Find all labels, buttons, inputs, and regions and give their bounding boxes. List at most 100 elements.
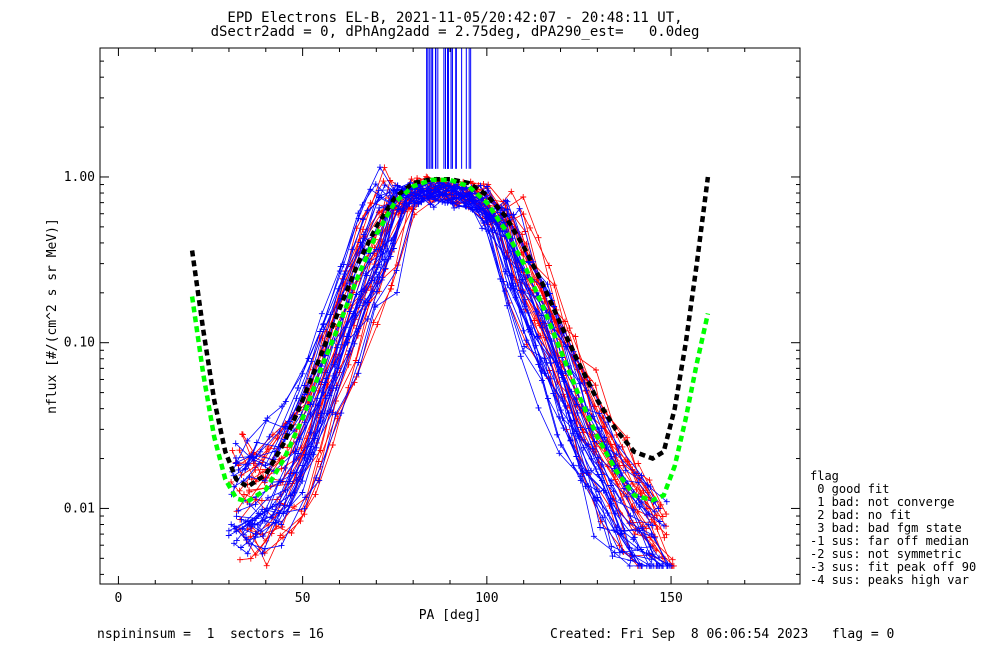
x-tick-label: 100 — [475, 591, 498, 606]
series-marker-blue — [502, 197, 509, 204]
y-tick-label: 1.00 — [64, 170, 95, 185]
series-marker-blue — [627, 512, 634, 519]
series-marker-blue — [232, 460, 239, 467]
series-marker-red — [639, 523, 646, 530]
series-marker-blue — [286, 418, 292, 425]
y-axis-ticks: 0.01 0.10 1.00 — [64, 47, 800, 575]
series-marker-blue — [554, 359, 561, 366]
series-marker-blue — [541, 355, 548, 362]
series-marker-red — [551, 282, 558, 289]
series-marker-red — [265, 522, 272, 528]
series-marker-blue — [262, 462, 269, 469]
series-marker-red — [329, 442, 336, 448]
series-line-blue — [238, 183, 659, 567]
series-line-blue — [251, 185, 670, 566]
series-marker-blue — [259, 550, 266, 557]
series-marker-blue — [516, 205, 523, 212]
series-marker-blue — [535, 404, 542, 411]
series-marker-blue — [594, 494, 601, 501]
series-marker-blue — [250, 457, 257, 464]
series-marker-blue — [233, 455, 239, 461]
series-marker-blue — [577, 424, 584, 431]
series-marker-blue — [598, 461, 605, 468]
series-marker-blue — [645, 521, 652, 528]
series-marker-blue — [442, 199, 449, 206]
series-marker-blue — [616, 549, 623, 556]
series-marker-blue — [355, 325, 362, 332]
series-marker-blue — [312, 432, 319, 439]
series-marker-red — [291, 503, 298, 510]
series-marker-blue — [663, 498, 670, 505]
series-marker-blue — [558, 374, 565, 381]
series-marker-blue — [456, 203, 462, 210]
legend-item: -1 sus: far off median — [810, 534, 969, 548]
series-marker-blue — [394, 183, 401, 190]
series-marker-blue — [296, 436, 303, 443]
legend-item: 3 bad: bad fgm state — [810, 521, 962, 535]
series-marker-blue — [307, 443, 314, 450]
series-marker-red — [508, 188, 515, 195]
series-line-blue — [236, 185, 664, 567]
series-line-blue — [234, 185, 651, 549]
series-marker-red — [604, 463, 611, 470]
x-axis-label: PA [deg] — [419, 608, 482, 623]
series-marker-blue — [313, 474, 320, 481]
series-line-blue — [234, 183, 660, 567]
series-marker-blue — [320, 326, 327, 333]
series-marker-blue — [525, 309, 532, 316]
series-marker-blue — [336, 268, 343, 275]
saturated-spike-lines — [426, 48, 472, 169]
series-marker-blue — [280, 510, 287, 517]
series-marker-red — [277, 532, 284, 539]
series-marker-blue — [233, 537, 240, 544]
series-marker-blue — [539, 319, 546, 326]
series-marker-blue — [435, 186, 442, 193]
series-marker-blue — [616, 443, 622, 450]
series-marker-blue — [264, 415, 271, 422]
series-marker-red — [274, 435, 281, 442]
series-marker-blue — [360, 235, 367, 242]
series-marker-blue — [330, 372, 337, 379]
chart-title-line1: EPD Electrons EL-B, 2021-11-05/20:42:07 … — [227, 10, 683, 26]
series-marker-blue — [638, 472, 645, 479]
series-marker-blue — [504, 198, 511, 205]
series-marker-blue — [375, 187, 382, 194]
series-marker-blue — [559, 415, 566, 422]
series-marker-blue — [299, 370, 306, 377]
series-marker-blue — [479, 225, 486, 232]
series-marker-red — [520, 211, 527, 218]
series-marker-blue — [518, 309, 525, 316]
series-marker-blue — [295, 385, 301, 391]
series-marker-blue — [419, 195, 426, 202]
series-marker-red — [535, 234, 542, 241]
series-marker-blue — [344, 339, 351, 346]
series-marker-blue — [282, 487, 289, 494]
series-marker-blue — [235, 507, 242, 514]
legend-item: 2 bad: no fit — [810, 508, 912, 522]
series-marker-red — [387, 286, 394, 292]
series-marker-blue — [632, 470, 639, 477]
series-marker-blue — [430, 204, 437, 211]
series-marker-blue — [333, 344, 340, 351]
series-marker-blue — [260, 533, 267, 540]
series-marker-blue — [316, 477, 323, 484]
series-marker-blue — [277, 478, 284, 485]
series-marker-blue — [629, 552, 636, 559]
series-marker-blue — [647, 483, 654, 490]
series-marker-blue — [387, 192, 394, 199]
series-marker-red — [239, 431, 246, 438]
series-marker-blue — [252, 531, 259, 537]
series-marker-blue — [390, 245, 397, 252]
series-marker-blue — [355, 359, 362, 366]
legend-item: 0 good fit — [810, 482, 890, 496]
series-marker-red — [643, 525, 650, 532]
series-marker-red — [663, 511, 670, 518]
series-marker-blue — [644, 511, 650, 517]
series-line-blue — [235, 166, 651, 488]
series-marker-red — [298, 444, 305, 451]
series-marker-blue — [484, 187, 491, 194]
series-marker-blue — [611, 549, 618, 556]
series-marker-red — [601, 424, 608, 431]
series-marker-blue — [252, 501, 259, 508]
series-marker-blue — [664, 562, 671, 569]
